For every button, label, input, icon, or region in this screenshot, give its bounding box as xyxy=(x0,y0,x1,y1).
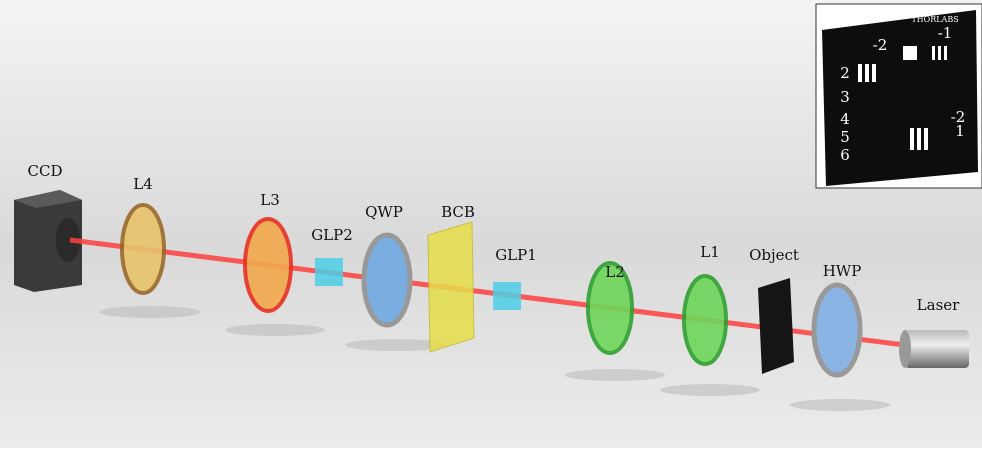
laser-aperture xyxy=(899,330,911,368)
inset-label: 2 xyxy=(840,64,850,82)
label-laser: Laser xyxy=(917,296,960,314)
sample-bcb xyxy=(428,222,474,352)
inset-label: 5 xyxy=(840,128,850,146)
inset-label: -1 xyxy=(938,24,953,42)
waveplate-qwp xyxy=(364,235,410,325)
lens-l3 xyxy=(245,219,291,311)
lens-l4 xyxy=(122,205,164,293)
laser-body xyxy=(905,330,969,368)
label-glp1: GLP1 xyxy=(495,246,537,264)
label-object: Object xyxy=(749,246,799,264)
waveplate-hwp xyxy=(814,285,860,375)
polarizer-glp2 xyxy=(315,258,343,286)
label-l4: L4 xyxy=(133,175,153,193)
polarizer-glp1 xyxy=(493,282,521,310)
inset-label: 1 xyxy=(955,122,965,140)
inset-brand: THORLABS xyxy=(911,15,958,24)
label-bcb: BCB xyxy=(441,203,475,221)
setup-diagram: THORLABS -2 -1 2 3 4 5 6 -2 1 CCD L4 L3 … xyxy=(0,0,982,448)
lens-l1 xyxy=(684,276,726,364)
inset-label: 3 xyxy=(840,88,850,106)
label-hwp: HWP xyxy=(823,262,862,280)
label-glp2: GLP2 xyxy=(311,226,353,244)
label-l3: L3 xyxy=(260,191,280,209)
label-l2: L2 xyxy=(605,263,625,281)
label-qwp: QWP xyxy=(365,203,403,221)
label-l1: L1 xyxy=(700,243,720,261)
label-ccd: CCD xyxy=(28,162,63,180)
page: THORLABS -2 -1 2 3 4 5 6 -2 1 CCD L4 L3 … xyxy=(0,0,982,452)
inset-label: -2 xyxy=(873,36,888,54)
inset-label: 4 xyxy=(840,110,850,128)
inset-label: 6 xyxy=(840,146,850,164)
object-target xyxy=(758,278,794,374)
